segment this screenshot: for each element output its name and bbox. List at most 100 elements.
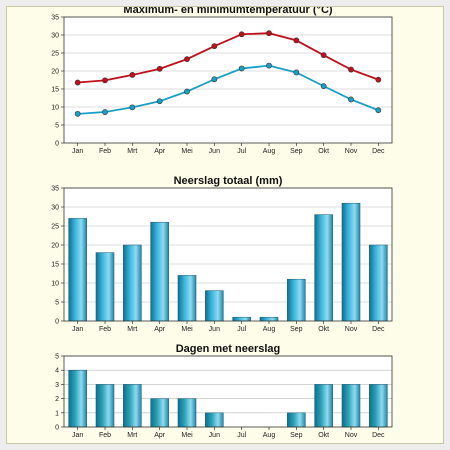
x-tick-label-mrt: Mrt — [127, 326, 137, 333]
bar-jun — [205, 412, 224, 428]
x-tick-label-okt: Okt — [318, 326, 329, 333]
x-tick-label-sep: Sep — [290, 148, 303, 155]
x-tick-label-sep: Sep — [290, 326, 303, 333]
bar-jan — [68, 369, 87, 428]
bar-sep — [287, 412, 306, 428]
chart-2: 0 5 10 15 20 25 30 35 Neerslag totaal (mm) Jan Feb… — [51, 175, 393, 333]
y-tick-label: 20 — [51, 243, 59, 250]
y-tick-label: 0 — [55, 141, 59, 148]
x-tick-label-apr: Apr — [154, 148, 166, 155]
series-2-point-mrt — [129, 104, 136, 111]
y-tick-label: 25 — [51, 51, 59, 58]
x-tick-label-jun: Jun — [209, 326, 220, 333]
series-1-point-jan — [74, 79, 81, 86]
bar-aug — [259, 316, 279, 322]
bar-feb — [95, 384, 115, 428]
x-tick-label-nov: Nov — [345, 148, 358, 155]
bar-mrt — [123, 244, 142, 322]
series-line-1 — [77, 32, 379, 84]
series-1-point-aug — [266, 30, 272, 37]
series-line-2 — [77, 64, 379, 115]
x-tick-label-mrt: Mrt — [127, 148, 137, 155]
series-1-point-dec — [375, 76, 382, 83]
bar-okt — [314, 384, 333, 428]
chart-title-neerslag-totaal-mm: Neerslag totaal (mm) — [174, 175, 283, 187]
series-1-point-mei — [184, 56, 190, 63]
x-tick-label-aug: Aug — [263, 148, 276, 155]
x-tick-label-mei: Mei — [181, 432, 193, 439]
x-tick-label-jul: Jul — [237, 326, 246, 333]
x-tick-label-jun: Jun — [209, 148, 220, 155]
x-tick-label-jan: Jan — [72, 326, 83, 333]
y-tick-label: 10 — [51, 281, 59, 288]
bar-sep — [287, 278, 306, 322]
y-tick-label: 20 — [51, 69, 59, 76]
y-tick-label: 35 — [51, 186, 59, 193]
bar-jul — [232, 316, 251, 322]
x-tick-label-dec: Dec — [372, 148, 385, 155]
series-2-point-aug — [266, 62, 272, 69]
y-tick-label: 5 — [55, 354, 59, 361]
x-tick-label-dec: Dec — [372, 432, 385, 439]
x-tick-label-feb: Feb — [99, 326, 111, 333]
bar-feb — [95, 252, 115, 322]
series-1-point-jul — [238, 31, 245, 38]
bar-dec — [369, 244, 388, 322]
series-1-point-apr — [156, 65, 163, 72]
x-tick-label-feb: Feb — [99, 432, 111, 439]
chart-frame: 0 5 10 15 20 25 30 35 Maximum- en minimumtempera… — [6, 6, 444, 444]
bar-okt — [314, 214, 333, 322]
x-tick-label-aug: Aug — [263, 326, 276, 333]
x-tick-label-jul: Jul — [237, 432, 246, 439]
x-tick-label-apr: Apr — [154, 432, 166, 439]
plot-border — [63, 16, 393, 144]
series-1-point-nov — [348, 66, 354, 73]
series-2-point-jul — [238, 65, 245, 72]
y-tick-label: 5 — [55, 123, 59, 130]
y-tick-label: 3 — [55, 382, 59, 389]
plot-border — [63, 355, 393, 428]
chart-title-maximum-en-minimumtemperatuur-c: Maximum- en minimumtemperatuur (°C) — [123, 7, 332, 16]
x-tick-label-feb: Feb — [99, 148, 111, 155]
y-tick-label: 30 — [51, 33, 59, 40]
series-2-point-dec — [375, 107, 382, 114]
bar-jan — [68, 218, 87, 322]
y-tick-label: 30 — [51, 205, 59, 212]
series-2-point-jan — [74, 110, 81, 117]
chart-1: 0 5 10 15 20 25 30 35 Maximum- en minimumtempera… — [51, 7, 393, 155]
bar-dec — [369, 384, 388, 428]
y-tick-label: 25 — [51, 224, 59, 231]
series-1-point-mrt — [129, 72, 136, 78]
series-2-point-sep — [293, 69, 300, 76]
series-2-point-jun — [211, 76, 218, 83]
series-2-point-feb — [102, 109, 108, 115]
bar-mei — [177, 398, 197, 428]
x-tick-label-sep: Sep — [290, 432, 303, 439]
x-tick-label-jul: Jul — [237, 148, 246, 155]
series-1-point-okt — [320, 52, 327, 59]
x-tick-label-okt: Okt — [318, 432, 329, 439]
series-2-point-nov — [348, 96, 354, 103]
plot-area — [64, 17, 392, 143]
y-tick-label: 35 — [51, 15, 59, 22]
chart-3: 0 1 2 3 4 5 Dagen met neerslag Jan Feb Mrt Apr Mei J… — [55, 343, 393, 439]
x-tick-label-apr: Apr — [154, 326, 166, 333]
series-2-point-okt — [320, 83, 327, 90]
bar-nov — [341, 202, 361, 322]
bar-mrt — [123, 384, 142, 428]
bar-apr — [150, 221, 169, 322]
y-tick-label: 0 — [55, 425, 59, 432]
y-tick-label: 5 — [55, 300, 59, 307]
x-tick-label-nov: Nov — [345, 432, 358, 439]
y-tick-label: 0 — [55, 319, 59, 326]
x-tick-label-mei: Mei — [181, 326, 193, 333]
series-1-point-jun — [211, 43, 218, 50]
plot-area — [64, 188, 392, 321]
x-tick-label-jun: Jun — [209, 432, 220, 439]
bar-apr — [150, 398, 169, 428]
bar-nov — [341, 384, 361, 428]
plot-area — [64, 356, 392, 427]
series-2-point-mei — [184, 88, 190, 95]
series-1-point-sep — [293, 37, 300, 44]
